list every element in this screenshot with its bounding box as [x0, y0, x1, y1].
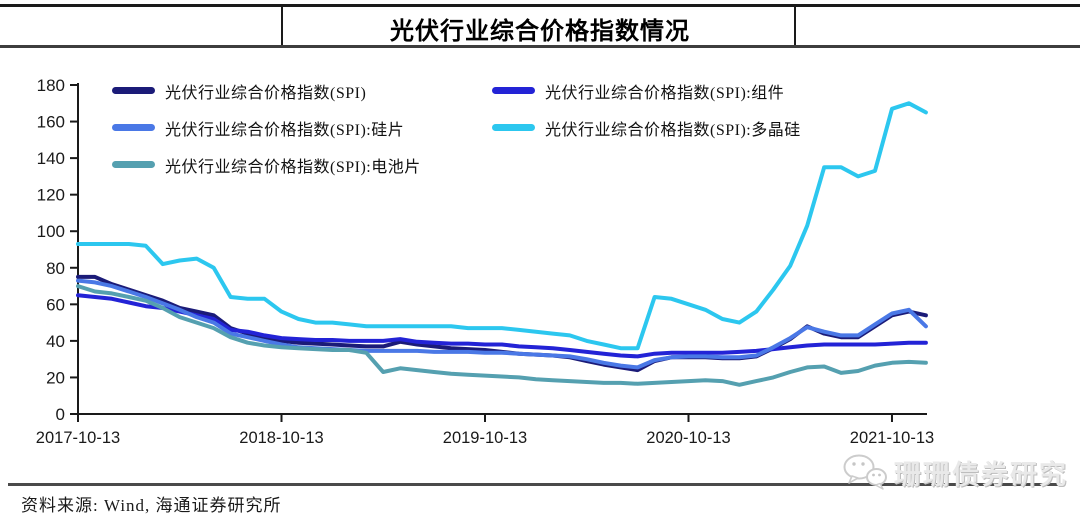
- legend-label: 光伏行业综合价格指数(SPI):硅片: [165, 121, 405, 139]
- legend-label: 光伏行业综合价格指数(SPI):组件: [545, 84, 785, 102]
- legend-swatch-polysilicon: [492, 124, 535, 131]
- legend-item-module: 光伏行业综合价格指数(SPI):组件: [492, 79, 801, 103]
- footer-rule: [8, 483, 1062, 486]
- legend-swatch-module: [492, 87, 535, 94]
- source-note: 资料来源: Wind, 海通证券研究所: [21, 496, 282, 515]
- legend-item-spi: 光伏行业综合价格指数(SPI): [112, 79, 492, 103]
- y-tick-label: 60: [46, 295, 65, 314]
- legend-swatch-spi: [112, 87, 155, 94]
- y-tick-label: 0: [56, 405, 65, 424]
- legend-swatch-cell: [112, 161, 155, 168]
- watermark: 珊珊债券研究: [842, 448, 1068, 496]
- y-tick-label: 180: [37, 76, 65, 95]
- series-line-2: [76, 278, 928, 370]
- y-tick-label: 80: [46, 259, 65, 278]
- chart-legend: 光伏行业综合价格指数(SPI) 光伏行业综合价格指数(SPI):组件 光伏行业综…: [112, 72, 801, 183]
- y-tick-label: 20: [46, 368, 65, 387]
- series-line-3: [76, 101, 928, 351]
- top-border-rule: [0, 4, 1080, 7]
- y-tick-label: 140: [37, 149, 65, 168]
- legend-label: 光伏行业综合价格指数(SPI): [165, 84, 367, 102]
- watermark-text: 珊珊债券研究: [894, 459, 1068, 490]
- series-line-4: [76, 284, 928, 387]
- x-tick-label: 2019-10-13: [443, 429, 527, 447]
- y-tick-label: 100: [37, 222, 65, 241]
- x-tick-label: 2020-10-13: [646, 429, 730, 447]
- y-tick-label: 40: [46, 332, 65, 351]
- legend-item-wafer: 光伏行业综合价格指数(SPI):硅片: [112, 116, 492, 140]
- title-box-right-border: [794, 4, 796, 48]
- y-tick-label: 160: [37, 113, 65, 132]
- legend-swatch-wafer: [112, 124, 155, 131]
- legend-item-cell: 光伏行业综合价格指数(SPI):电池片: [112, 153, 492, 177]
- legend-item-polysilicon: 光伏行业综合价格指数(SPI):多晶硅: [492, 116, 801, 140]
- price-index-chart: 0 20 40 60 80 100 120 140 160 180 2017-10-13 2018-1…: [36, 76, 934, 447]
- x-tick-label: 2017-10-13: [36, 429, 120, 447]
- page-title: 光伏行业综合价格指数情况: [390, 19, 690, 45]
- y-tick-label: 120: [37, 186, 65, 205]
- legend-label: 光伏行业综合价格指数(SPI):多晶硅: [545, 121, 801, 139]
- x-tick-label: 2021-10-13: [850, 429, 934, 447]
- x-tick-label: 2018-10-13: [239, 429, 323, 447]
- title-bottom-rule: [0, 45, 1080, 48]
- title-box-left-border: [281, 4, 283, 48]
- series-line-1: [76, 293, 928, 359]
- wechat-icon: [843, 454, 887, 490]
- legend-label: 光伏行业综合价格指数(SPI):电池片: [165, 158, 421, 176]
